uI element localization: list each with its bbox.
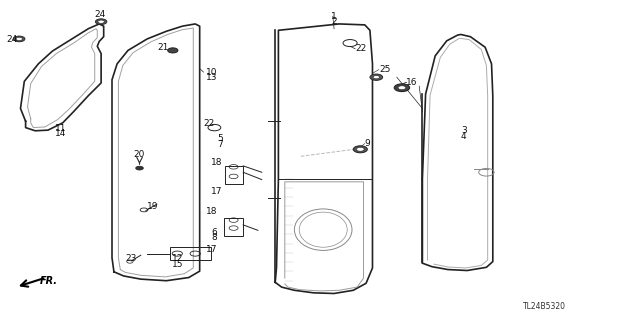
Circle shape: [136, 166, 143, 170]
Text: 22: 22: [204, 119, 215, 128]
Text: 13: 13: [206, 73, 218, 82]
Text: 18: 18: [211, 158, 223, 167]
Text: 9: 9: [365, 139, 371, 148]
Bar: [224, 218, 243, 236]
Circle shape: [16, 37, 22, 41]
Text: 24: 24: [95, 10, 106, 19]
Circle shape: [168, 48, 178, 53]
Text: 15: 15: [172, 260, 184, 269]
Text: 4: 4: [461, 132, 467, 141]
Circle shape: [353, 146, 367, 153]
Text: 18: 18: [206, 207, 218, 216]
Text: 16: 16: [406, 78, 418, 87]
Circle shape: [370, 74, 383, 80]
Text: 23: 23: [125, 254, 137, 263]
Text: 19: 19: [147, 202, 158, 211]
Text: 5: 5: [217, 134, 223, 143]
Text: 10: 10: [206, 68, 218, 77]
Text: TL24B5320: TL24B5320: [522, 302, 566, 311]
Bar: [225, 166, 243, 184]
Circle shape: [356, 147, 364, 151]
Circle shape: [398, 86, 406, 90]
Text: 22: 22: [355, 44, 367, 53]
Text: 2: 2: [332, 17, 337, 26]
Text: 1: 1: [332, 12, 337, 21]
Text: 8: 8: [212, 233, 218, 242]
Text: 21: 21: [157, 43, 169, 52]
Circle shape: [394, 84, 410, 92]
Circle shape: [98, 20, 104, 23]
Text: 20: 20: [134, 150, 145, 159]
Circle shape: [95, 19, 107, 25]
Text: 17: 17: [206, 245, 218, 254]
Bar: [170, 247, 211, 260]
Text: 24: 24: [6, 35, 17, 44]
Text: 25: 25: [379, 65, 390, 74]
Text: 6: 6: [212, 228, 218, 237]
Text: FR.: FR.: [40, 276, 58, 286]
Text: 7: 7: [217, 140, 223, 149]
Text: 11: 11: [55, 124, 67, 133]
Text: 14: 14: [55, 129, 67, 138]
Text: 12: 12: [172, 254, 184, 263]
Circle shape: [373, 76, 380, 79]
Circle shape: [13, 36, 25, 42]
Text: 17: 17: [211, 187, 223, 196]
Text: 3: 3: [461, 126, 467, 135]
